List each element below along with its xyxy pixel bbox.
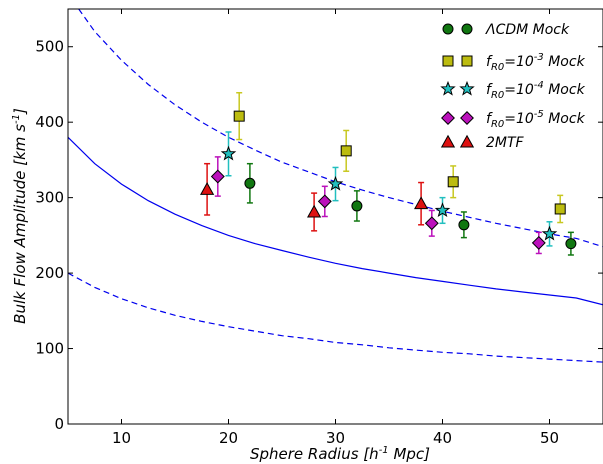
data-point (210, 169, 225, 184)
y-tick-label: 0 (54, 415, 64, 433)
data-point (458, 219, 470, 231)
data-point (244, 177, 256, 189)
legend-item: 2MTF (440, 134, 525, 151)
lower-bound-curve (68, 272, 603, 363)
data-point (531, 235, 546, 250)
legend-marker (461, 23, 473, 35)
legend-item: fR0=10-3 Mock (442, 52, 586, 73)
legend-label: 2MTF (486, 135, 525, 151)
data-point (233, 110, 245, 122)
legend: ΛCDM Mock fR0=10-3 Mock fR0=10-4 Mock fR0=1… (440, 22, 586, 151)
series-square (233, 92, 566, 224)
y-tick-label: 500 (35, 38, 64, 56)
plot-frame (67, 8, 603, 425)
x-tick-label: 30 (326, 429, 345, 447)
data-point (220, 145, 237, 161)
series-triangle (200, 162, 429, 232)
x-tick-label: 50 (540, 429, 559, 447)
data-point (565, 238, 577, 250)
legend-marker (461, 55, 473, 67)
data-point (340, 145, 352, 157)
legend-label: fR0=10-4 Mock (486, 80, 586, 101)
y-tick-label: 100 (35, 340, 64, 358)
legend-item: fR0=10-5 Mock (441, 109, 586, 130)
y-tick-label: 200 (35, 264, 64, 282)
legend-label: fR0=10-3 Mock (486, 52, 586, 73)
series-diamond (210, 156, 546, 255)
data-point (541, 225, 558, 241)
x-axis-label: Sphere Radius [h-1 Mpc] (250, 445, 430, 463)
x-tick-label: 10 (112, 429, 131, 447)
legend-item: fR0=10-4 Mock (440, 80, 586, 101)
legend-item: ΛCDM Mock (442, 22, 570, 38)
data-point (414, 196, 429, 210)
data-point (424, 216, 439, 231)
legend-marker (441, 111, 455, 125)
y-tick-label: 300 (35, 189, 64, 207)
data-point (317, 194, 332, 209)
y-axis-label: Bulk Flow Amplitude [km s-1] (11, 108, 29, 324)
legend-marker (440, 134, 456, 148)
legend-marker (442, 55, 454, 67)
upper-bound-curve (78, 9, 603, 248)
data-point (200, 182, 215, 195)
series-star (220, 131, 558, 247)
data-point (447, 176, 459, 188)
legend-marker (459, 80, 475, 96)
series-circle (244, 162, 577, 256)
data-points (200, 92, 577, 256)
theory-mean-curve (68, 136, 603, 306)
legend-label: fR0=10-5 Mock (486, 109, 586, 130)
x-tick-label: 40 (433, 429, 452, 447)
legend-marker (460, 111, 474, 125)
x-tick-label: 20 (219, 429, 238, 447)
data-point (434, 202, 451, 218)
legend-label: ΛCDM Mock (485, 22, 570, 38)
legend-marker (440, 80, 456, 96)
data-point (554, 203, 566, 215)
data-point (327, 175, 344, 191)
data-point (351, 200, 363, 212)
data-point (307, 204, 322, 218)
legend-marker (442, 23, 454, 35)
y-tick-label: 400 (35, 113, 64, 131)
legend-marker (459, 134, 475, 148)
